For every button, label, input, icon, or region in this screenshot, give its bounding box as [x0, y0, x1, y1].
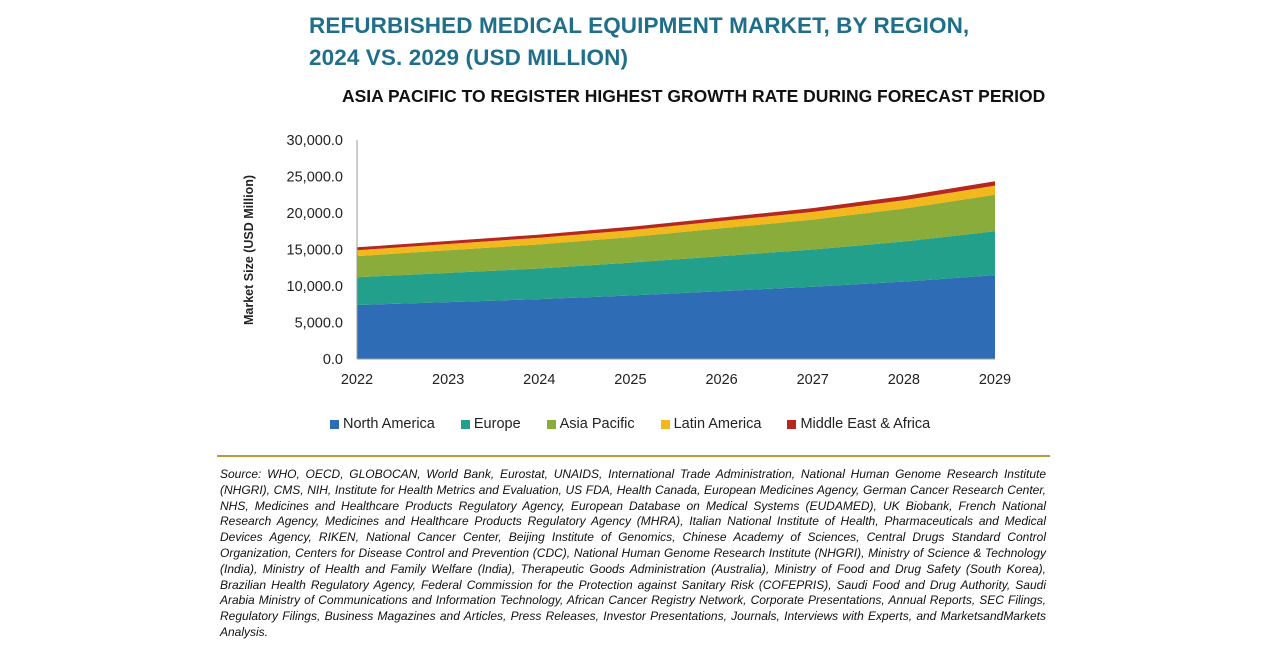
legend-swatch: [460, 419, 470, 429]
y-tick-label: 15,000.0: [287, 243, 343, 259]
chart-subtitle: ASIA PACIFIC TO REGISTER HIGHEST GROWTH …: [342, 86, 1046, 106]
y-tick-label: 30,000.0: [287, 133, 343, 149]
legend-swatch: [787, 419, 797, 429]
chart-title: REFURBISHED MEDICAL EQUIPMENT MARKET, BY…: [309, 10, 969, 74]
area-series-europe: [357, 231, 995, 305]
chart-legend: North America Europe Asia Pacific Latin Ame…: [330, 414, 956, 434]
legend-item-latin-america: Latin America: [660, 416, 762, 432]
area-series-asia-pacific: [357, 194, 995, 278]
x-tick-label: 2023: [432, 372, 464, 388]
legend-swatch: [660, 419, 670, 429]
chart-title-line-1: REFURBISHED MEDICAL EQUIPMENT MARKET, BY…: [309, 13, 970, 38]
y-tick-label: 20,000.0: [287, 206, 343, 222]
x-tick-label: 2026: [705, 372, 737, 388]
y-tick-label: 25,000.0: [287, 170, 343, 186]
area-chart: 30,000.0 25,000.0 20,000.0 15,000.0 10,000.0…: [242, 133, 1011, 388]
x-tick-label: 2024: [523, 372, 555, 388]
y-tick-label: 0.0: [323, 352, 343, 368]
legend-swatch: [330, 419, 339, 429]
legend-swatch: [546, 419, 556, 429]
area-series-north-america: [357, 275, 995, 359]
legend-item-europe: Europe: [460, 416, 521, 432]
chart-title-line-2: 2024 VS. 2029 (USD MILLION): [309, 45, 629, 70]
legend-item-north-america: North America: [330, 416, 435, 432]
legend-item-middle-east-and-africa: Middle East & Africa: [787, 416, 930, 432]
x-tick-label: 2022: [341, 372, 373, 388]
legend-label: Asia Pacific: [559, 416, 635, 432]
y-tick-label: 10,000.0: [287, 279, 343, 295]
area-series-latin-america: [357, 185, 995, 257]
source-note: Source: WHO, OECD, GLOBOCAN, World Bank,…: [220, 467, 1046, 639]
x-tick-label: 2028: [888, 372, 920, 388]
y-axis-label: Market Size (USD Million): [242, 175, 256, 325]
legend-label: Europe: [473, 416, 521, 432]
y-tick-label: 5,000.0: [295, 316, 343, 332]
legend-label: Latin America: [673, 416, 762, 432]
x-tick-label: 2029: [979, 372, 1011, 388]
legend-item-asia-pacific: Asia Pacific: [546, 416, 635, 432]
area-series-middle-east-and-africa: [357, 181, 995, 251]
x-tick-label: 2025: [614, 372, 646, 388]
legend-label: North America: [343, 416, 435, 432]
divider: [217, 455, 1050, 457]
legend-label: Middle East & Africa: [800, 416, 931, 432]
x-tick-label: 2027: [797, 372, 829, 388]
